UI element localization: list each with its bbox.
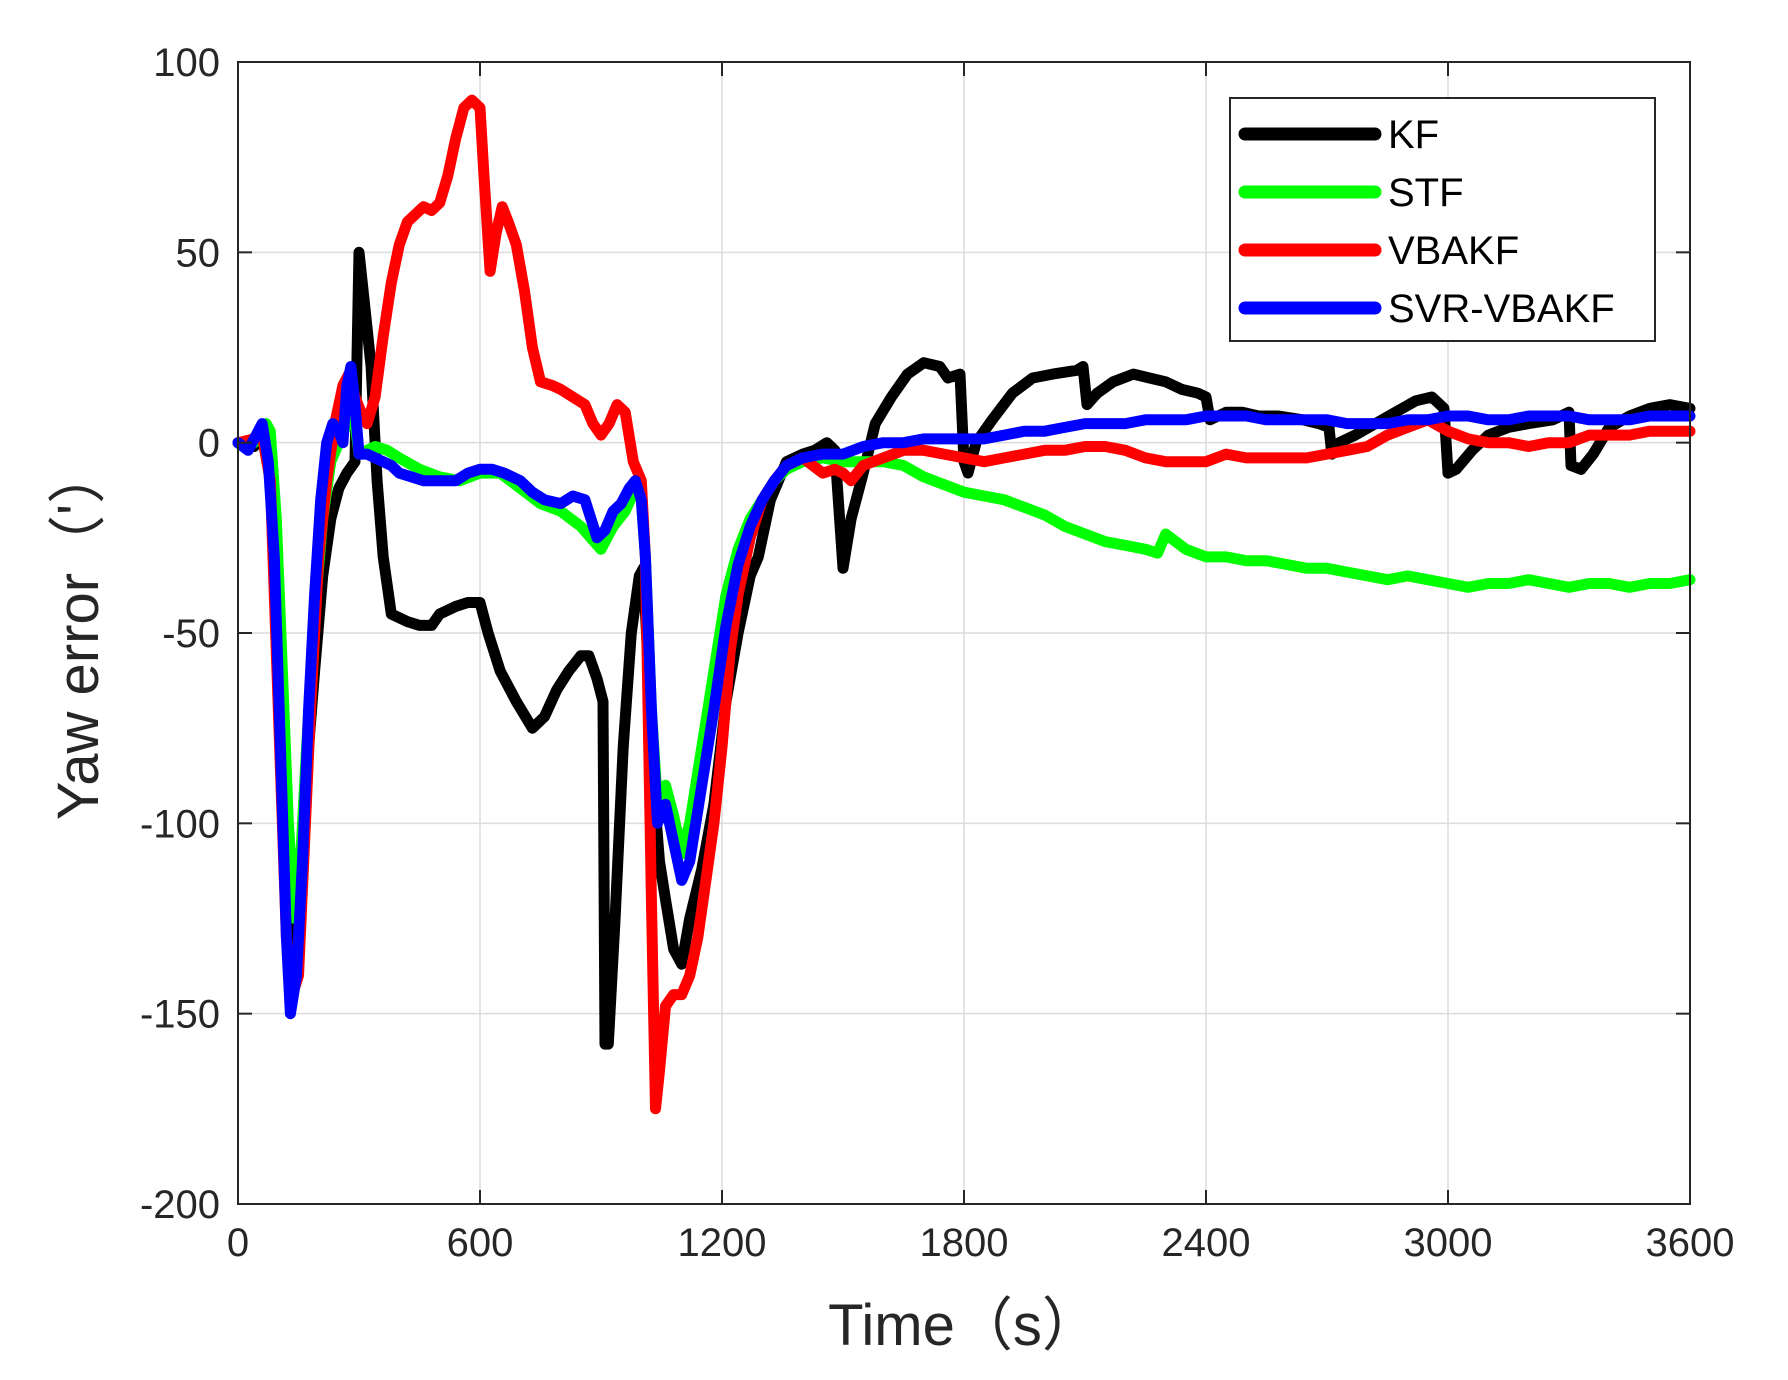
y-tick-label: -150 xyxy=(140,993,220,1037)
y-tick-label: -50 xyxy=(162,612,220,656)
series-line-vbakf xyxy=(232,94,1696,1115)
x-tick-label: 1800 xyxy=(920,1221,1009,1265)
y-tick-label: -200 xyxy=(140,1183,220,1227)
x-tick-label: 3000 xyxy=(1404,1221,1493,1265)
x-tick-label: 2400 xyxy=(1162,1221,1251,1265)
y-tick-labels: 100 50 0 -50 -100 -150 -200 xyxy=(140,41,220,1227)
y-tick-label: 0 xyxy=(198,422,220,466)
y-tick-label: 100 xyxy=(153,41,220,85)
x-tick-labels: 0 600 1200 1800 2400 3000 3600 xyxy=(227,1221,1735,1265)
axis-ticks xyxy=(237,61,1691,1205)
legend-label-svr-vbakf: SVR-VBAKF xyxy=(1388,287,1615,331)
legend-label-vbakf: VBAKF xyxy=(1388,229,1519,273)
series-line-svr-vbakf xyxy=(232,361,1696,1020)
y-axis-title: Yaw error（'） xyxy=(46,446,111,820)
y-tick-label: -100 xyxy=(140,802,220,846)
legend-label-stf: STF xyxy=(1388,171,1464,215)
legend-label-kf: KF xyxy=(1388,113,1439,157)
x-tick-label: 600 xyxy=(447,1221,514,1265)
x-tick-label: 0 xyxy=(227,1221,249,1265)
series-lines xyxy=(232,94,1696,1115)
y-tick-label: 50 xyxy=(176,231,221,275)
x-tick-label: 3600 xyxy=(1646,1221,1735,1265)
legend: KF STF VBAKF SVR-VBAKF xyxy=(1229,97,1656,342)
x-tick-label: 1200 xyxy=(678,1221,767,1265)
x-axis-title: Time（s） xyxy=(828,1293,1100,1358)
